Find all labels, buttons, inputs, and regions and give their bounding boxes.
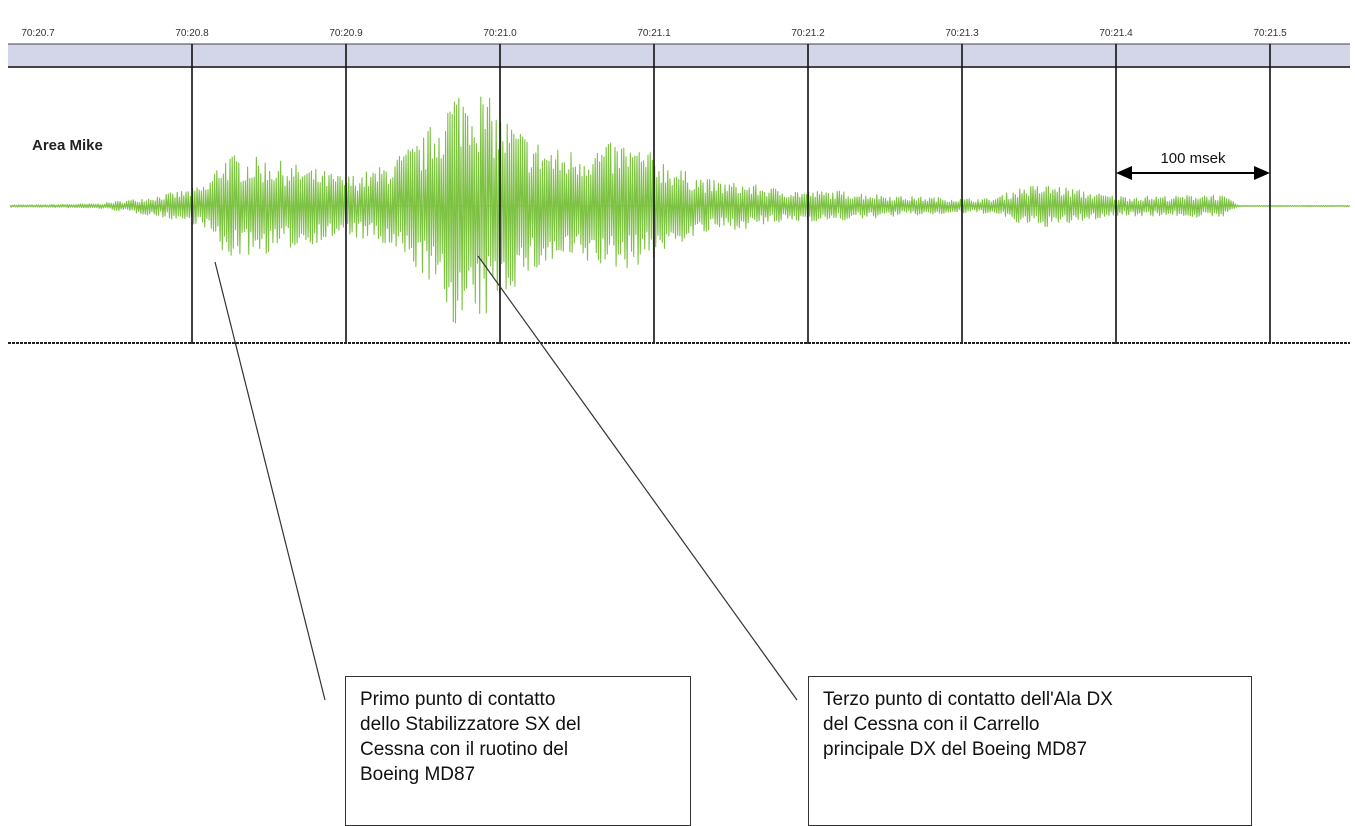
time-ruler: 70:20.7 70:20.8 70:20.9 70:21.0 70:21.1 70:21…	[8, 28, 1350, 68]
leader-line	[477, 255, 798, 701]
ruler-band	[8, 44, 1350, 66]
x-tick-label: 70:21.3	[945, 28, 979, 39]
callout-third-contact: Terzo punto di contatto dell'Ala DX del …	[808, 676, 1252, 826]
x-tick-label: 70:21.2	[791, 28, 825, 39]
x-tick-label: 70:21.1	[637, 28, 671, 39]
waveform-series	[9, 96, 1351, 324]
callout-leader-lines	[214, 255, 798, 701]
x-tick-label: 70:20.8	[175, 28, 209, 39]
time-gridlines	[8, 44, 1350, 344]
track-label: Area Mike	[32, 137, 103, 154]
callout-first-contact: Primo punto di contatto dello Stabilizza…	[345, 676, 691, 826]
dimension-arrow-left	[1116, 166, 1132, 180]
x-tick-label: 70:21.4	[1099, 28, 1133, 39]
dimension-label: 100 msek	[1160, 150, 1226, 167]
x-tick-label: 70:21.5	[1253, 28, 1287, 39]
x-tick-label: 70:21.0	[483, 28, 517, 39]
leader-line	[214, 261, 326, 701]
series-line	[9, 96, 1351, 324]
duration-dimension: 100 msek	[1116, 150, 1270, 180]
x-tick-label: 70:20.9	[329, 28, 363, 39]
x-tick-label: 70:20.7	[21, 28, 55, 39]
dimension-arrow-right	[1254, 166, 1270, 180]
